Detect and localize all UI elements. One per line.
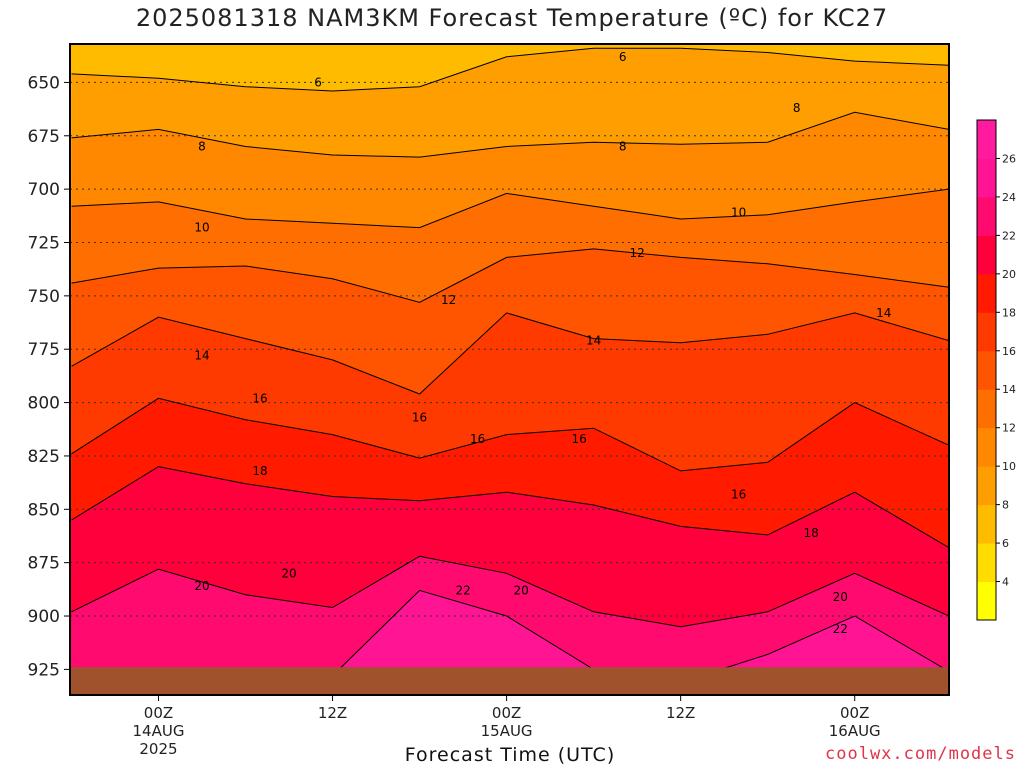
y-tick-label: 850 — [28, 500, 60, 520]
isotherm-label: 20 — [513, 583, 528, 597]
x-tick-label: 2025 — [139, 740, 177, 758]
isotherm-label: 14 — [586, 334, 601, 348]
isotherm-14 — [71, 312, 949, 395]
colorbar-tick-label: 6 — [1002, 537, 1009, 550]
y-tick-label: 750 — [28, 287, 60, 307]
colorbar-tick-label: 8 — [1002, 499, 1009, 512]
x-tick-label: 16AUG — [829, 722, 881, 740]
x-tick-label: 00Z — [144, 704, 173, 722]
isotherm-label: 16 — [470, 432, 485, 446]
isotherm-20 — [71, 555, 949, 628]
isotherm-label: 16 — [731, 487, 746, 501]
isotherm-label: 6 — [314, 75, 322, 89]
y-tick-label: 675 — [28, 127, 60, 147]
colorbar-swatch — [977, 273, 996, 313]
y-tick-label: 775 — [28, 340, 60, 360]
isotherm-label: 16 — [252, 391, 267, 405]
colorbar-swatch — [977, 235, 996, 275]
colorbar-tick-label: 12 — [1002, 422, 1016, 435]
isotherm-label: 8 — [793, 101, 801, 115]
isotherm-label: 10 — [731, 206, 746, 220]
isotherm-8 — [71, 111, 949, 158]
isotherm-6 — [71, 47, 949, 92]
y-tick-label: 725 — [28, 234, 60, 254]
isotherm-label: 20 — [194, 579, 209, 593]
y-tick-label: 900 — [28, 607, 60, 627]
x-tick-label: 14AUG — [133, 722, 185, 740]
credit-text: coolwx.com/models — [825, 744, 1016, 764]
temperature-colorbar: 4 6 8 10 12 14 16 18 20 22 24 26 — [976, 119, 1016, 621]
colorbar-tick-label: 24 — [1002, 191, 1016, 204]
isotherm-label: 16 — [412, 411, 427, 425]
isotherm-label: 12 — [630, 246, 645, 260]
y-tick-label: 800 — [28, 394, 60, 414]
x-tick-label: 15AUG — [481, 722, 533, 740]
y-tick-label: 875 — [28, 554, 60, 574]
colorbar-frame — [976, 119, 997, 621]
isotherm-16 — [71, 397, 949, 472]
colorbar-swatch — [977, 312, 996, 352]
colorbar-swatch — [977, 120, 996, 159]
isotherm-label: 20 — [281, 566, 296, 580]
isotherm-label: 10 — [194, 221, 209, 235]
pressure-axis: 650 675 700 725 750 775 800 825 850 875 900 925 — [28, 73, 70, 680]
colorbar-swatch — [977, 504, 996, 544]
y-tick-label: 925 — [28, 660, 60, 680]
isotherm-label: 18 — [252, 464, 267, 478]
colorbar-tick-label: 22 — [1002, 229, 1016, 242]
colorbar-swatch — [977, 158, 996, 198]
isotherm-label: 18 — [804, 526, 819, 540]
colorbar-swatch — [977, 466, 996, 506]
isotherm-label: 22 — [833, 622, 848, 636]
colorbar-swatch — [977, 389, 996, 429]
isotherm-labels: 6 6 8 8 8 10 10 12 12 14 14 14 16 16 16 16 16 18 18 20 20 20 2… — [194, 50, 891, 636]
y-tick-label: 700 — [28, 180, 60, 200]
colorbar-tick-label: 18 — [1002, 306, 1016, 319]
isotherm-lines — [71, 47, 949, 683]
isotherm-label: 16 — [571, 432, 586, 446]
x-tick-label: 00Z — [492, 704, 521, 722]
x-tick-label: 12Z — [666, 704, 695, 722]
colorbar-tick-label: 14 — [1002, 383, 1016, 396]
colorbar-swatch — [977, 427, 996, 467]
x-axis-label: Forecast Time (UTC) — [404, 744, 616, 766]
colorbar-swatch — [977, 196, 996, 236]
isotherm-label: 8 — [198, 139, 206, 153]
colorbar-tick-label: 26 — [1002, 152, 1016, 165]
colorbar-tick-label: 16 — [1002, 345, 1016, 358]
colorbar-tick-label: 20 — [1002, 268, 1016, 281]
colorbar-tick-label: 10 — [1002, 460, 1016, 473]
isotherm-label: 22 — [455, 583, 470, 597]
ground-fill — [70, 667, 949, 695]
isotherm-label: 6 — [619, 50, 627, 64]
x-tick-label: 12Z — [318, 704, 347, 722]
isotherm-label: 8 — [619, 139, 627, 153]
colorbar-swatch — [977, 543, 996, 583]
isotherm-10 — [71, 188, 949, 229]
x-tick-label: 00Z — [840, 704, 869, 722]
y-tick-label: 650 — [28, 73, 60, 93]
chart-title: 2025081318 NAM3KM Forecast Temperature (… — [135, 4, 889, 32]
isotherm-18 — [71, 466, 949, 549]
isotherm-label: 12 — [441, 293, 456, 307]
colorbar-tick-label: 4 — [1002, 576, 1009, 589]
y-tick-label: 825 — [28, 447, 60, 467]
ground-layer — [70, 667, 949, 695]
isotherm-label: 14 — [194, 349, 209, 363]
colorbar-swatch — [977, 350, 996, 390]
isotherm-label: 20 — [833, 590, 848, 604]
colorbar-swatch — [977, 581, 996, 621]
temperature-fill-bands — [70, 44, 949, 695]
isotherm-12 — [71, 248, 949, 303]
plot-frame — [69, 43, 950, 696]
isotherm-label: 14 — [876, 306, 891, 320]
